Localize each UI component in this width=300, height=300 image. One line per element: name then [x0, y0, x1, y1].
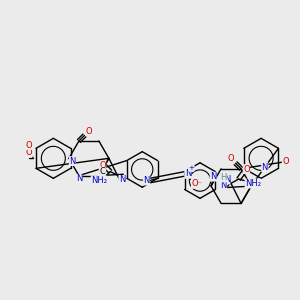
Text: H: H — [220, 173, 227, 182]
Text: NH₂: NH₂ — [91, 176, 107, 185]
Text: O: O — [26, 148, 32, 157]
Text: N: N — [210, 172, 216, 181]
Text: N: N — [76, 175, 82, 184]
Text: O: O — [243, 165, 250, 174]
Text: N: N — [119, 176, 125, 184]
Text: O: O — [282, 157, 289, 166]
Text: N: N — [98, 175, 104, 184]
Text: N: N — [224, 175, 230, 184]
Text: N: N — [262, 163, 268, 172]
Text: N: N — [220, 181, 227, 190]
Text: +: + — [188, 165, 194, 171]
Text: O: O — [85, 127, 92, 136]
Text: O⁻: O⁻ — [191, 179, 202, 188]
Text: O: O — [99, 161, 106, 170]
Text: O: O — [26, 140, 32, 149]
Text: N: N — [69, 157, 76, 166]
Text: C: C — [100, 167, 106, 176]
Text: N: N — [185, 169, 191, 178]
Text: O: O — [228, 154, 234, 163]
Text: NH₂: NH₂ — [245, 179, 261, 188]
Text: N: N — [143, 176, 150, 185]
